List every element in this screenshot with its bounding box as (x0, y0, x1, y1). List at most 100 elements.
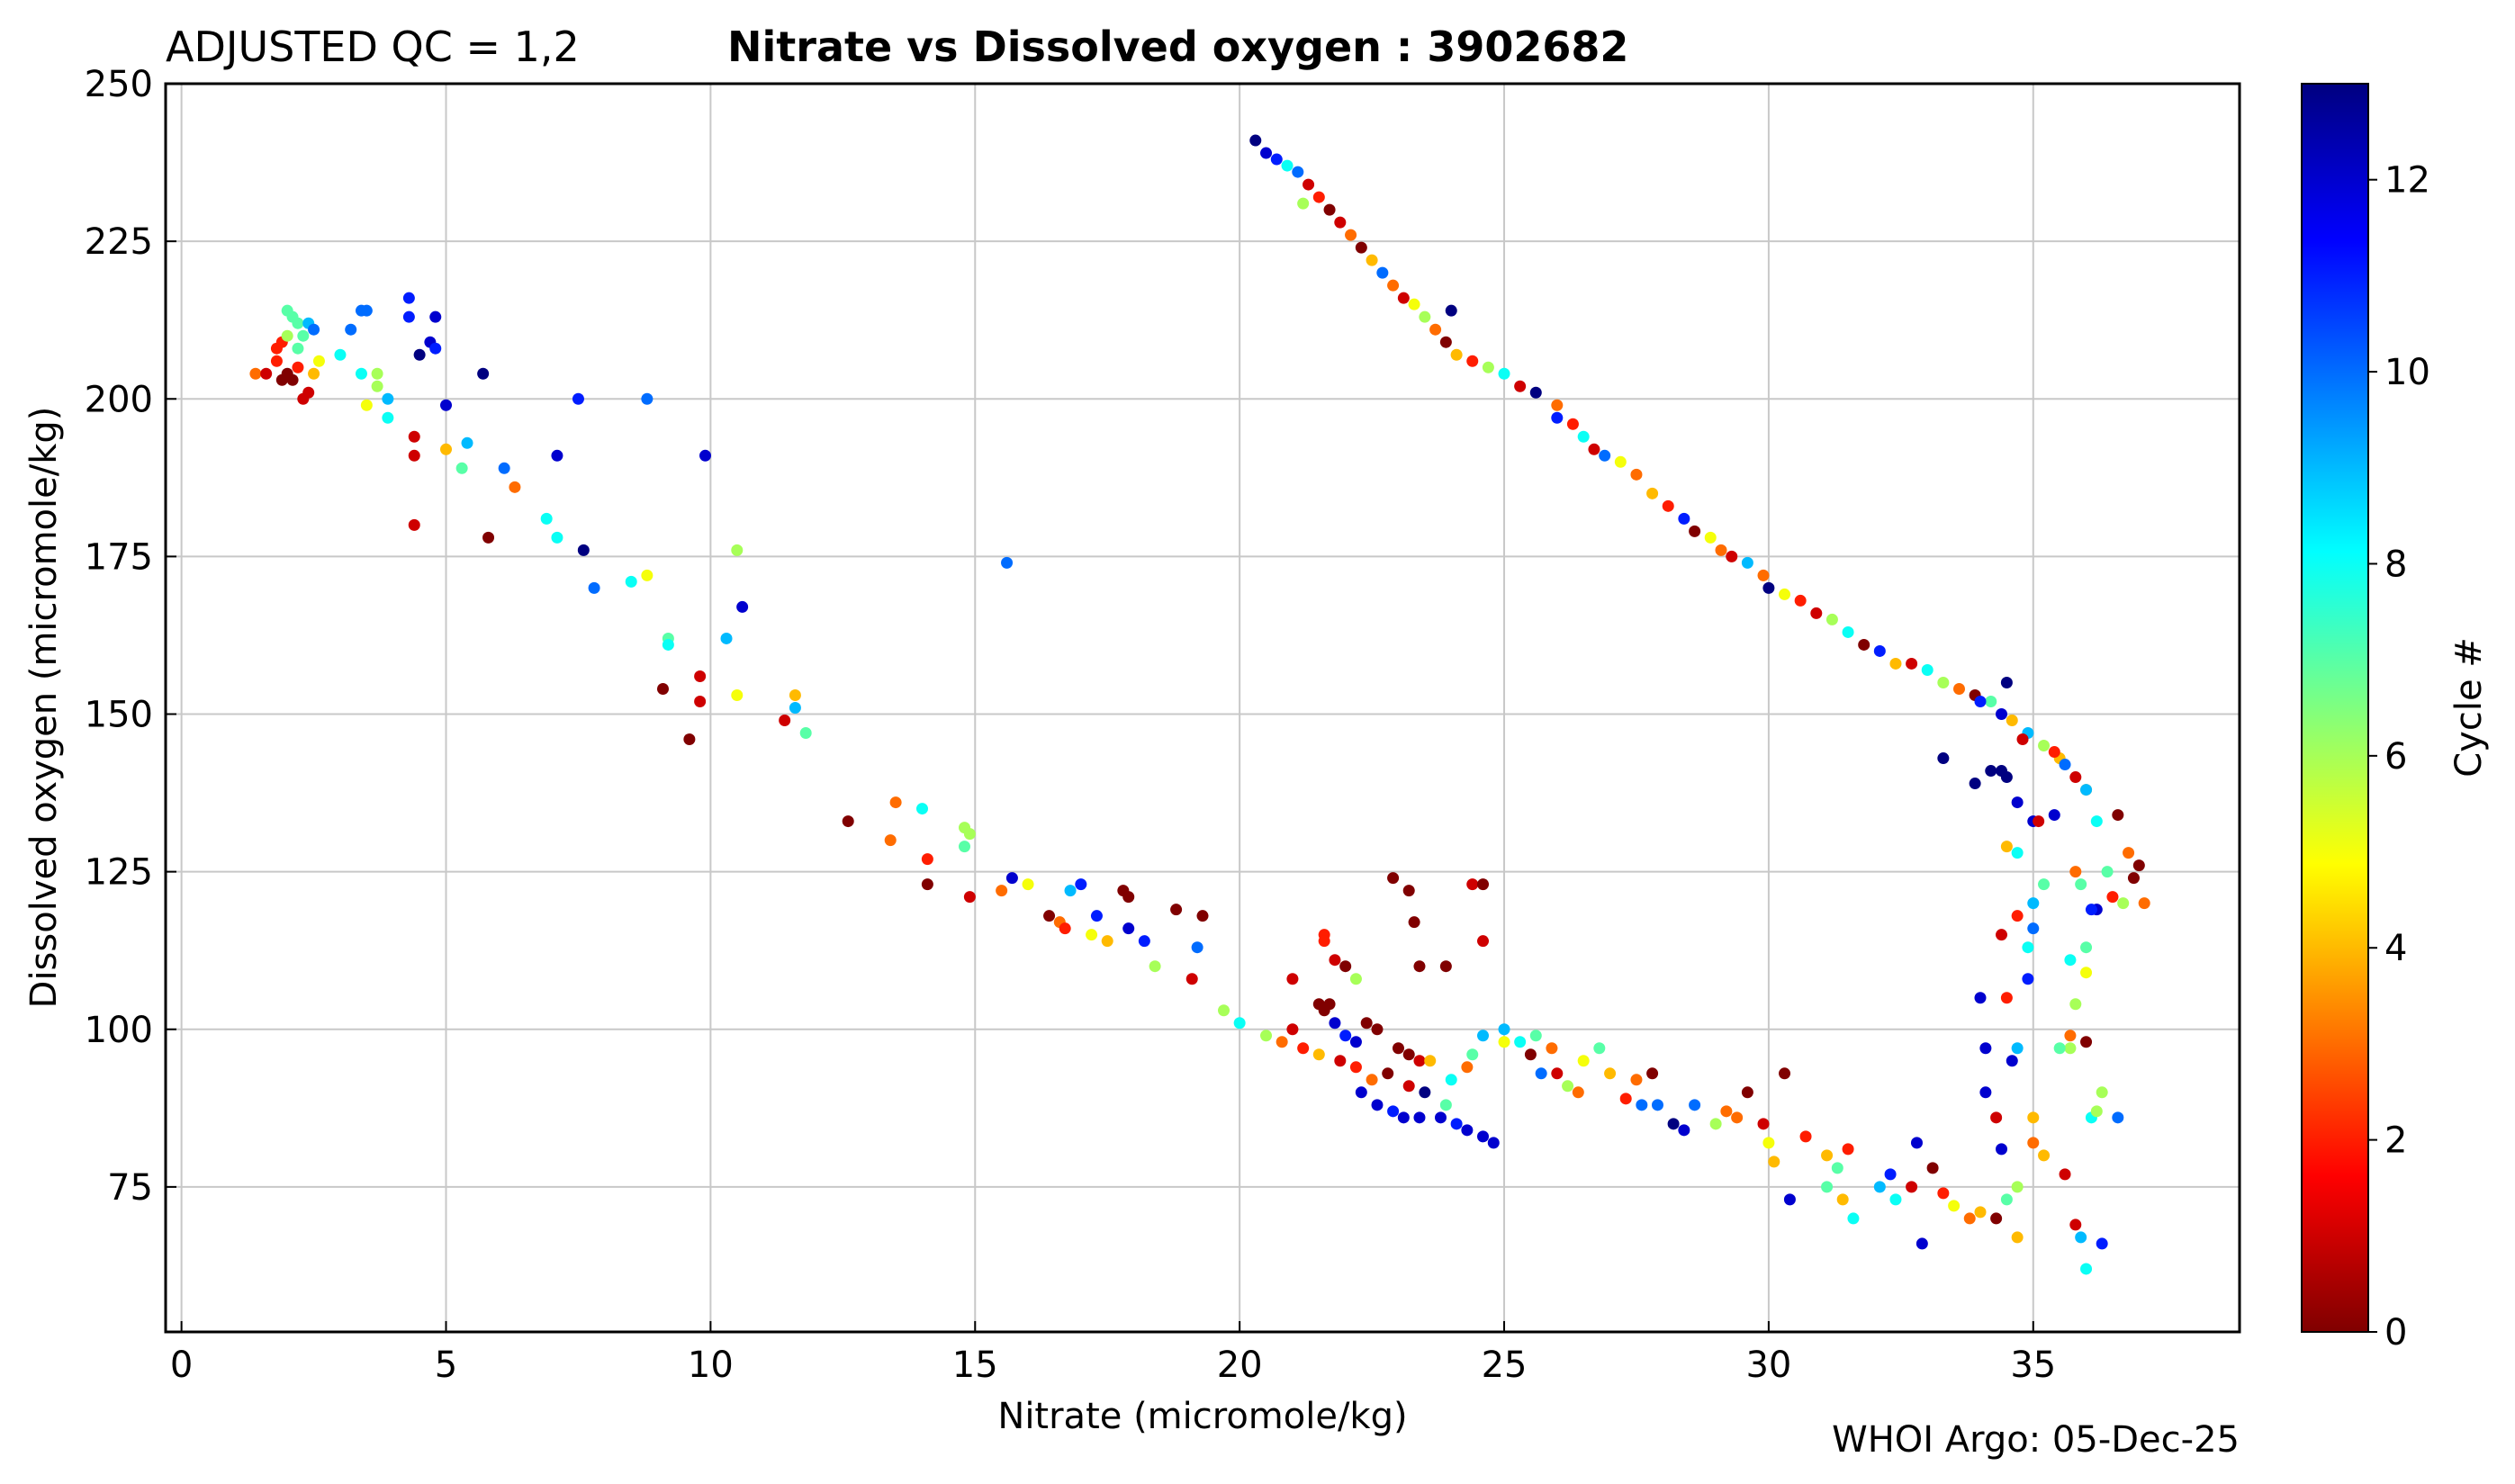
data-point (1810, 607, 1823, 619)
data-point (1408, 298, 1420, 310)
data-point (1551, 411, 1564, 424)
data-point (551, 531, 563, 544)
data-point (270, 355, 283, 367)
data-point (1408, 916, 1420, 929)
y-tick-label: 125 (85, 852, 153, 894)
data-point (1630, 1074, 1643, 1086)
data-point (662, 638, 674, 651)
data-point (1741, 1086, 1753, 1099)
data-point (1985, 765, 1997, 778)
data-point (1303, 178, 1315, 191)
x-tick-label: 25 (1482, 1345, 1528, 1386)
data-point (1439, 1099, 1452, 1111)
data-point (551, 449, 563, 462)
data-point (1445, 304, 1457, 317)
data-point (345, 323, 357, 336)
data-point (429, 342, 442, 355)
data-point (1566, 418, 1579, 430)
data-point (921, 878, 933, 891)
data-point (789, 702, 801, 714)
data-point (1996, 708, 2008, 721)
data-point (2027, 1137, 2040, 1149)
data-point (382, 411, 394, 424)
data-point (2027, 922, 2040, 935)
colorbar-tick-label: 6 (2384, 736, 2407, 778)
data-point (625, 575, 637, 588)
data-point (1990, 1212, 2003, 1225)
colorbar-tick-label: 12 (2384, 160, 2430, 202)
data-point (2022, 941, 2034, 954)
data-point (1689, 525, 1701, 537)
data-point (1836, 1193, 1849, 1206)
data-point (921, 853, 933, 866)
data-point (1461, 1124, 1474, 1137)
data-point (1974, 1206, 1987, 1219)
data-point (2075, 878, 2087, 891)
y-axis-label: Dissolved oxygen (micromole/kg) (23, 407, 65, 1009)
data-point (1996, 1143, 2008, 1156)
data-point (1572, 1086, 1584, 1099)
data-point (1524, 1048, 1537, 1061)
data-point (1329, 1017, 1341, 1030)
data-point (1334, 1055, 1347, 1067)
data-point (2117, 897, 2130, 910)
data-point (1339, 960, 1352, 973)
data-point (1323, 203, 1336, 216)
data-point (1387, 872, 1400, 885)
x-axis-ticks: 0 5 10 15 20 25 30 35 (170, 1321, 2056, 1386)
colorbar-label: Cycle # (2448, 637, 2490, 778)
data-point (2127, 872, 2140, 885)
data-point (1413, 1111, 1426, 1124)
data-point (334, 348, 347, 361)
data-point (1969, 778, 1981, 790)
data-point (996, 885, 1008, 897)
data-point (1906, 1181, 1918, 1193)
data-point (1889, 1193, 1902, 1206)
data-point (1831, 1162, 1843, 1174)
data-point (540, 512, 553, 525)
data-point (1345, 229, 1357, 241)
data-point (1604, 1067, 1617, 1080)
data-point (1286, 973, 1299, 985)
data-point (1825, 613, 1838, 625)
plot-frame (164, 82, 2241, 1334)
data-point (2069, 771, 2082, 784)
data-point (1090, 910, 1103, 922)
data-point (2112, 809, 2124, 822)
data-point (2096, 1086, 2108, 1099)
data-point (2080, 1263, 2093, 1275)
data-point (1593, 1042, 1606, 1055)
data-point (1619, 1093, 1632, 1105)
data-point (1439, 336, 1452, 348)
data-point (308, 323, 320, 336)
data-point (1821, 1181, 1834, 1193)
data-point (1402, 1080, 1415, 1093)
data-point (1413, 1055, 1426, 1067)
data-point (572, 392, 584, 405)
y-tick-label: 250 (85, 64, 153, 105)
data-point (1535, 1067, 1547, 1080)
data-point (2064, 1030, 2077, 1042)
data-point (720, 632, 733, 644)
data-point (382, 392, 394, 405)
data-point (1498, 1036, 1510, 1048)
data-point (1312, 998, 1325, 1011)
data-point (371, 367, 383, 380)
data-point (1704, 531, 1717, 544)
data-point (1842, 625, 1854, 638)
data-point (699, 449, 712, 462)
data-point (1355, 1086, 1367, 1099)
data-point (2011, 910, 2024, 922)
data-point (789, 688, 801, 701)
data-point (2090, 815, 2103, 828)
data-point (1779, 1067, 1791, 1080)
x-tick-label: 0 (170, 1345, 193, 1386)
data-point (1419, 310, 1431, 323)
data-point (1371, 1023, 1384, 1036)
data-point (2000, 841, 2013, 853)
data-point (477, 367, 490, 380)
data-point (2027, 897, 2040, 910)
data-point (2064, 1042, 2077, 1055)
data-point (694, 670, 707, 682)
data-point (1529, 386, 1542, 399)
